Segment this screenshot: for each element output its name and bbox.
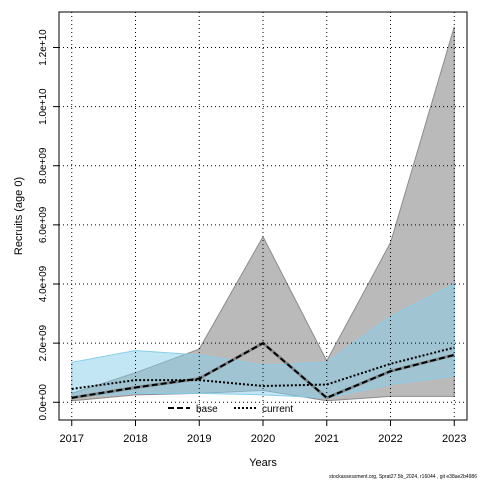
x-tick-label: 2018 <box>123 433 147 445</box>
y-tick-label: 4.0e+09 <box>38 265 49 302</box>
y-axis: 0.0e+00 2.0e+09 4.0e+09 6.0e+09 8.0e+09 1.0e+… <box>38 29 59 421</box>
series-line-current <box>71 346 455 390</box>
x-tick-label: 2021 <box>315 433 339 445</box>
y-axis-label: Recruits (age 0) <box>13 177 25 255</box>
x-tick-label: 2019 <box>187 433 211 445</box>
series-line-base <box>71 341 455 399</box>
legend: base current <box>168 404 293 415</box>
y-tick-label: 6.0e+09 <box>38 206 49 243</box>
x-axis: 2017 2018 2019 2020 2021 2022 2023 <box>60 419 466 445</box>
y-tick-label: 2.0e+09 <box>38 324 49 361</box>
y-tick-label: 1.0e+10 <box>38 88 49 125</box>
x-tick-label: 2023 <box>442 433 466 445</box>
series-lines <box>71 341 455 400</box>
legend-label-base: base <box>196 404 218 415</box>
x-tick-label: 2022 <box>378 433 402 445</box>
x-tick-label: 2017 <box>60 433 84 445</box>
legend-label-current: current <box>262 404 293 415</box>
x-axis-label: Years <box>249 457 277 469</box>
band-current <box>71 283 455 399</box>
y-tick-label: 1.2e+10 <box>38 29 49 66</box>
footer-credit: stockassessment.org, Sprat27.5b_2024, r1… <box>329 474 477 480</box>
grid-lines <box>59 12 467 420</box>
y-tick-label: 0.0e+00 <box>38 384 49 421</box>
x-tick-label: 2020 <box>251 433 275 445</box>
y-tick-label: 8.0e+09 <box>38 147 49 184</box>
